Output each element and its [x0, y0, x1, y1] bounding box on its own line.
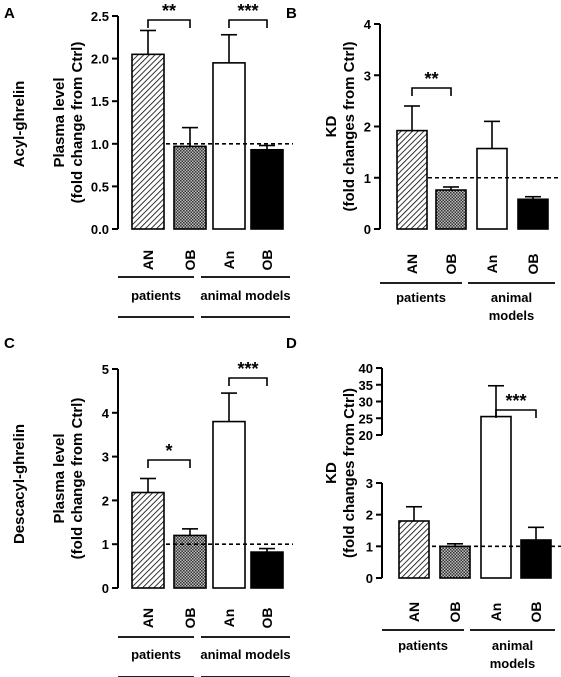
x-tick-label: OB — [182, 608, 198, 629]
y-tick-label: 30 — [359, 395, 373, 410]
y-tick-label: 20 — [359, 428, 373, 443]
significance-bracket — [411, 87, 452, 96]
group-label: models — [490, 656, 536, 671]
x-tick-label: AN — [406, 602, 422, 622]
y-tick-label: 3 — [366, 476, 373, 491]
panel-label: D — [286, 335, 297, 352]
y-tick-label: 0.5 — [91, 179, 109, 194]
y-axis-title: (fold changes from Ctrl) — [341, 388, 358, 558]
bar — [173, 145, 207, 230]
bar — [480, 415, 512, 579]
x-tick-label: OB — [447, 602, 463, 623]
y-tick-label: 1 — [364, 171, 371, 186]
x-tick-label: OB — [525, 254, 541, 275]
row-label-acyl-ghrelin: Acyl-ghrelin — [11, 81, 28, 168]
group-label: patients — [131, 288, 181, 303]
group-label: patients — [131, 647, 181, 662]
y-tick-label: 0 — [102, 581, 109, 596]
significance-bracket — [228, 19, 268, 28]
significance-bracket — [147, 459, 191, 468]
bar — [517, 198, 549, 230]
group-label: patients — [396, 290, 446, 305]
bar — [131, 491, 165, 589]
y-tick-label: 2 — [102, 493, 109, 508]
group-label: animal models — [200, 647, 290, 662]
panel-c: C 0 1 2 3 4 5 Plasma level (fold change from Ctr… — [4, 335, 293, 677]
y-axis-title: KD — [323, 462, 340, 484]
significance-mark: ** — [424, 69, 438, 89]
bar — [212, 62, 246, 230]
y-tick-label: 0.0 — [91, 222, 109, 237]
y-tick-label: 2 — [364, 120, 371, 135]
significance-mark: ** — [162, 1, 176, 21]
bar — [250, 551, 284, 589]
group-label: patients — [398, 638, 448, 653]
significance-bracket — [147, 19, 191, 28]
bar — [476, 147, 508, 230]
y-tick-label: 25 — [359, 411, 373, 426]
panel-label: C — [4, 335, 15, 352]
bar — [250, 148, 284, 230]
x-tick-label: An — [488, 603, 504, 622]
y-tick-label: 0 — [364, 222, 371, 237]
y-tick-label: 2 — [366, 508, 373, 523]
group-label: animal — [492, 638, 533, 653]
x-tick-label: An — [221, 609, 237, 628]
y-tick-label: 1 — [366, 539, 373, 554]
significance-bracket — [228, 377, 268, 386]
panel-b: B 0 1 2 3 4 KD (fold changes from Ctrl) ** AN OB An… — [286, 5, 558, 323]
group-label: models — [489, 308, 535, 323]
x-tick-label: OB — [443, 254, 459, 275]
panel-a: A 0.0 0.5 1.0 1.5 2.0 2.5 Plasma level (fold cha… — [4, 1, 293, 318]
significance-bracket — [495, 409, 537, 418]
x-tick-label: OB — [182, 250, 198, 271]
bar — [173, 534, 207, 589]
bar — [396, 129, 428, 230]
y-tick-label: 1.5 — [91, 94, 109, 109]
y-tick-label: 0 — [366, 571, 373, 586]
bar — [398, 520, 430, 579]
y-axis-title: (fold changes from Ctrl) — [341, 41, 358, 211]
y-tick-label: 2.0 — [91, 52, 109, 67]
y-axis-title: Plasma level — [51, 433, 68, 523]
bar — [435, 189, 467, 230]
x-tick-label: AN — [140, 608, 156, 628]
bar — [439, 545, 471, 579]
significance-mark: * — [165, 441, 172, 461]
y-tick-label: 40 — [359, 361, 373, 376]
y-tick-label: 4 — [364, 17, 372, 32]
x-tick-label: OB — [528, 602, 544, 623]
panel-label: B — [286, 5, 297, 22]
significance-mark: *** — [237, 1, 258, 21]
y-tick-label: 3 — [364, 68, 371, 83]
y-tick-label: 1 — [102, 537, 109, 552]
y-axis-title: KD — [323, 116, 340, 138]
y-axis-title: (fold change from Ctrl) — [69, 398, 86, 560]
bar — [131, 53, 165, 230]
row-label-descacyl-ghrelin: Descacyl-ghrelin — [11, 424, 28, 544]
x-tick-label: An — [221, 251, 237, 270]
y-tick-label: 4 — [102, 406, 110, 421]
x-tick-label: AN — [404, 254, 420, 274]
y-tick-label: 2.5 — [91, 9, 109, 24]
x-tick-label: OB — [259, 608, 275, 629]
x-tick-label: An — [484, 255, 500, 274]
group-label: animal — [491, 290, 532, 305]
y-tick-label: 3 — [102, 450, 109, 465]
group-label: animal models — [200, 288, 290, 303]
x-tick-label: AN — [140, 250, 156, 270]
y-tick-label: 35 — [359, 378, 373, 393]
y-axis-title: Plasma level — [51, 77, 68, 167]
panel-label: A — [4, 5, 15, 22]
y-tick-label: 1.0 — [91, 137, 109, 152]
y-tick-label: 5 — [102, 362, 109, 377]
significance-mark: *** — [237, 359, 258, 379]
x-tick-label: OB — [259, 250, 275, 271]
y-axis-title: (fold change from Ctrl) — [69, 42, 86, 204]
bar — [212, 420, 246, 589]
significance-mark: *** — [505, 391, 526, 411]
